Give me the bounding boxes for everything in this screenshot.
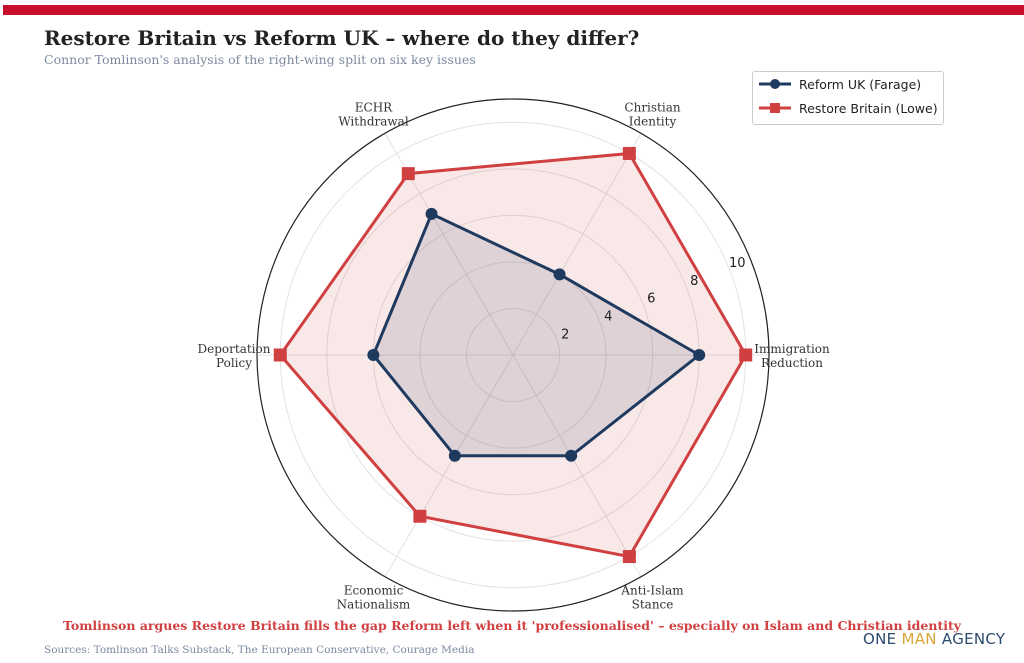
- data-point: [448, 449, 461, 462]
- logo-man: MAN: [901, 630, 937, 648]
- legend-label: Reform UK (Farage): [799, 76, 922, 92]
- r-tick-label: 2: [561, 327, 569, 342]
- chart-subtitle: Connor Tomlinson's analysis of the right…: [44, 52, 476, 67]
- data-point: [425, 207, 438, 220]
- axis-label: Christian Identity: [624, 100, 680, 128]
- sources-text: Sources: Tomlinson Talks Substack, The E…: [44, 644, 475, 656]
- axis-label-line: Economic: [344, 584, 404, 598]
- data-point: [413, 509, 427, 523]
- outer-circle: [256, 98, 770, 612]
- legend-item-reform: Reform UK (Farage): [753, 72, 943, 96]
- r-tick-label: 4: [604, 310, 612, 325]
- legend-item-restore: Restore Britain (Lowe): [753, 96, 943, 120]
- callout-text: Tomlinson argues Restore Britain fills t…: [63, 618, 961, 633]
- data-point: [622, 550, 636, 564]
- data-point: [622, 146, 636, 160]
- logo: ONE MAN AGENCY: [863, 630, 1005, 648]
- logo-agency: AGENCY: [941, 630, 1006, 648]
- legend-marker-circle-icon: [759, 79, 791, 89]
- axis-label: Immigration Reduction: [754, 342, 830, 370]
- r-tick-label: 6: [647, 292, 655, 307]
- r-tick-label: 10: [729, 256, 746, 271]
- axis-label-line: Anti-Islam: [620, 584, 684, 598]
- axis-label-line: Nationalism: [337, 598, 411, 612]
- axis-label-line: Identity: [629, 114, 677, 128]
- series-fill-1: [280, 153, 746, 557]
- axis-label: Deportation Policy: [198, 342, 271, 370]
- grid-spoke: [512, 354, 642, 577]
- data-point: [693, 349, 706, 361]
- series-fill-0: [373, 213, 700, 456]
- data-point: [367, 349, 380, 361]
- data-point: [739, 348, 753, 362]
- data-point: [273, 348, 287, 362]
- axis-label-line: Withdrawal: [338, 114, 409, 128]
- axis-label: ECHR Withdrawal: [338, 100, 409, 128]
- axis-label-line: Policy: [216, 356, 252, 370]
- data-point: [553, 268, 566, 281]
- chart-title: Restore Britain vs Reform UK – where do …: [44, 26, 640, 50]
- grid-spoke: [512, 133, 642, 356]
- data-point: [565, 449, 578, 462]
- logo-one: ONE: [863, 630, 897, 648]
- axis-label: Anti-Islam Stance: [620, 584, 684, 612]
- axis-label-line: Stance: [632, 598, 674, 612]
- grid-spoke: [384, 354, 514, 577]
- axis-label-line: Reduction: [761, 356, 823, 370]
- axis-label-line: ECHR: [355, 100, 393, 114]
- legend-label: Restore Britain (Lowe): [799, 100, 938, 116]
- axis-label: Economic Nationalism: [337, 584, 411, 612]
- data-point: [401, 167, 415, 181]
- axis-label-line: Immigration: [754, 342, 830, 356]
- legend: Reform UK (Farage) Restore Britain (Lowe…: [752, 71, 944, 125]
- axis-label-line: Deportation: [198, 342, 271, 356]
- r-tick-label: 8: [690, 274, 698, 289]
- legend-marker-square-icon: [759, 103, 791, 113]
- axis-label-line: Christian: [624, 100, 680, 114]
- accent-bar: [3, 5, 1024, 15]
